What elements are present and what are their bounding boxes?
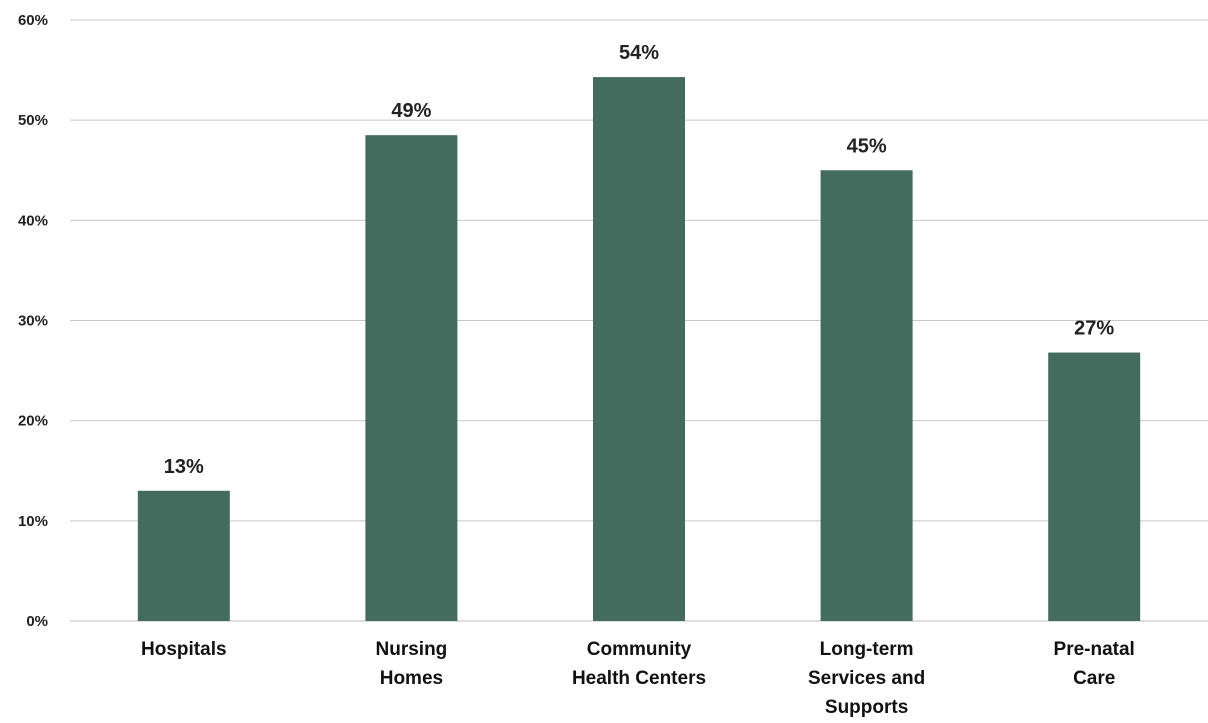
- bar: [593, 77, 685, 622]
- category-label: Nursing Homes: [376, 639, 448, 689]
- category-label: Pre-natal Care: [1054, 639, 1135, 689]
- data-label: 27%: [1074, 318, 1114, 340]
- y-tick-label: 30%: [18, 313, 48, 330]
- bar: [365, 135, 458, 622]
- y-tick-label: 60%: [18, 12, 48, 29]
- y-tick-label: 40%: [18, 212, 48, 229]
- x-axis-category-labels: Hospitals Nursing Homes Community Health Cen…: [141, 639, 1135, 718]
- data-label: 49%: [391, 100, 431, 122]
- data-label: 54%: [619, 42, 659, 64]
- data-label: 13%: [164, 456, 204, 478]
- y-tick-label: 0%: [26, 613, 48, 630]
- y-tick-label: 10%: [18, 513, 48, 530]
- data-label: 45%: [847, 135, 887, 157]
- category-label: Long-term Services and Supports: [808, 639, 925, 718]
- category-label: Community Health Centers: [572, 639, 706, 689]
- y-tick-label: 50%: [18, 112, 48, 129]
- bar: [1048, 352, 1141, 621]
- bars: [137, 77, 1141, 622]
- data-labels: 13% 49% 54% 45% 27%: [164, 42, 1115, 478]
- category-label-line: Health Centers: [572, 668, 706, 689]
- category-label-line: Community: [587, 639, 692, 660]
- y-axis-tick-labels: 0% 10% 20% 30% 40% 50% 60%: [18, 12, 48, 630]
- category-label: Hospitals: [141, 639, 227, 660]
- category-label-line: Hospitals: [141, 639, 227, 660]
- category-label-line: Pre-natal: [1054, 639, 1135, 660]
- category-label-line: Supports: [825, 697, 908, 718]
- y-tick-label: 20%: [18, 413, 48, 430]
- bar: [820, 170, 913, 621]
- category-label-line: Homes: [380, 668, 443, 689]
- category-label-line: Services and: [808, 668, 925, 689]
- category-label-line: Care: [1073, 668, 1115, 689]
- category-label-line: Nursing: [376, 639, 448, 660]
- category-label-line: Long-term: [820, 639, 914, 660]
- bar: [137, 490, 230, 621]
